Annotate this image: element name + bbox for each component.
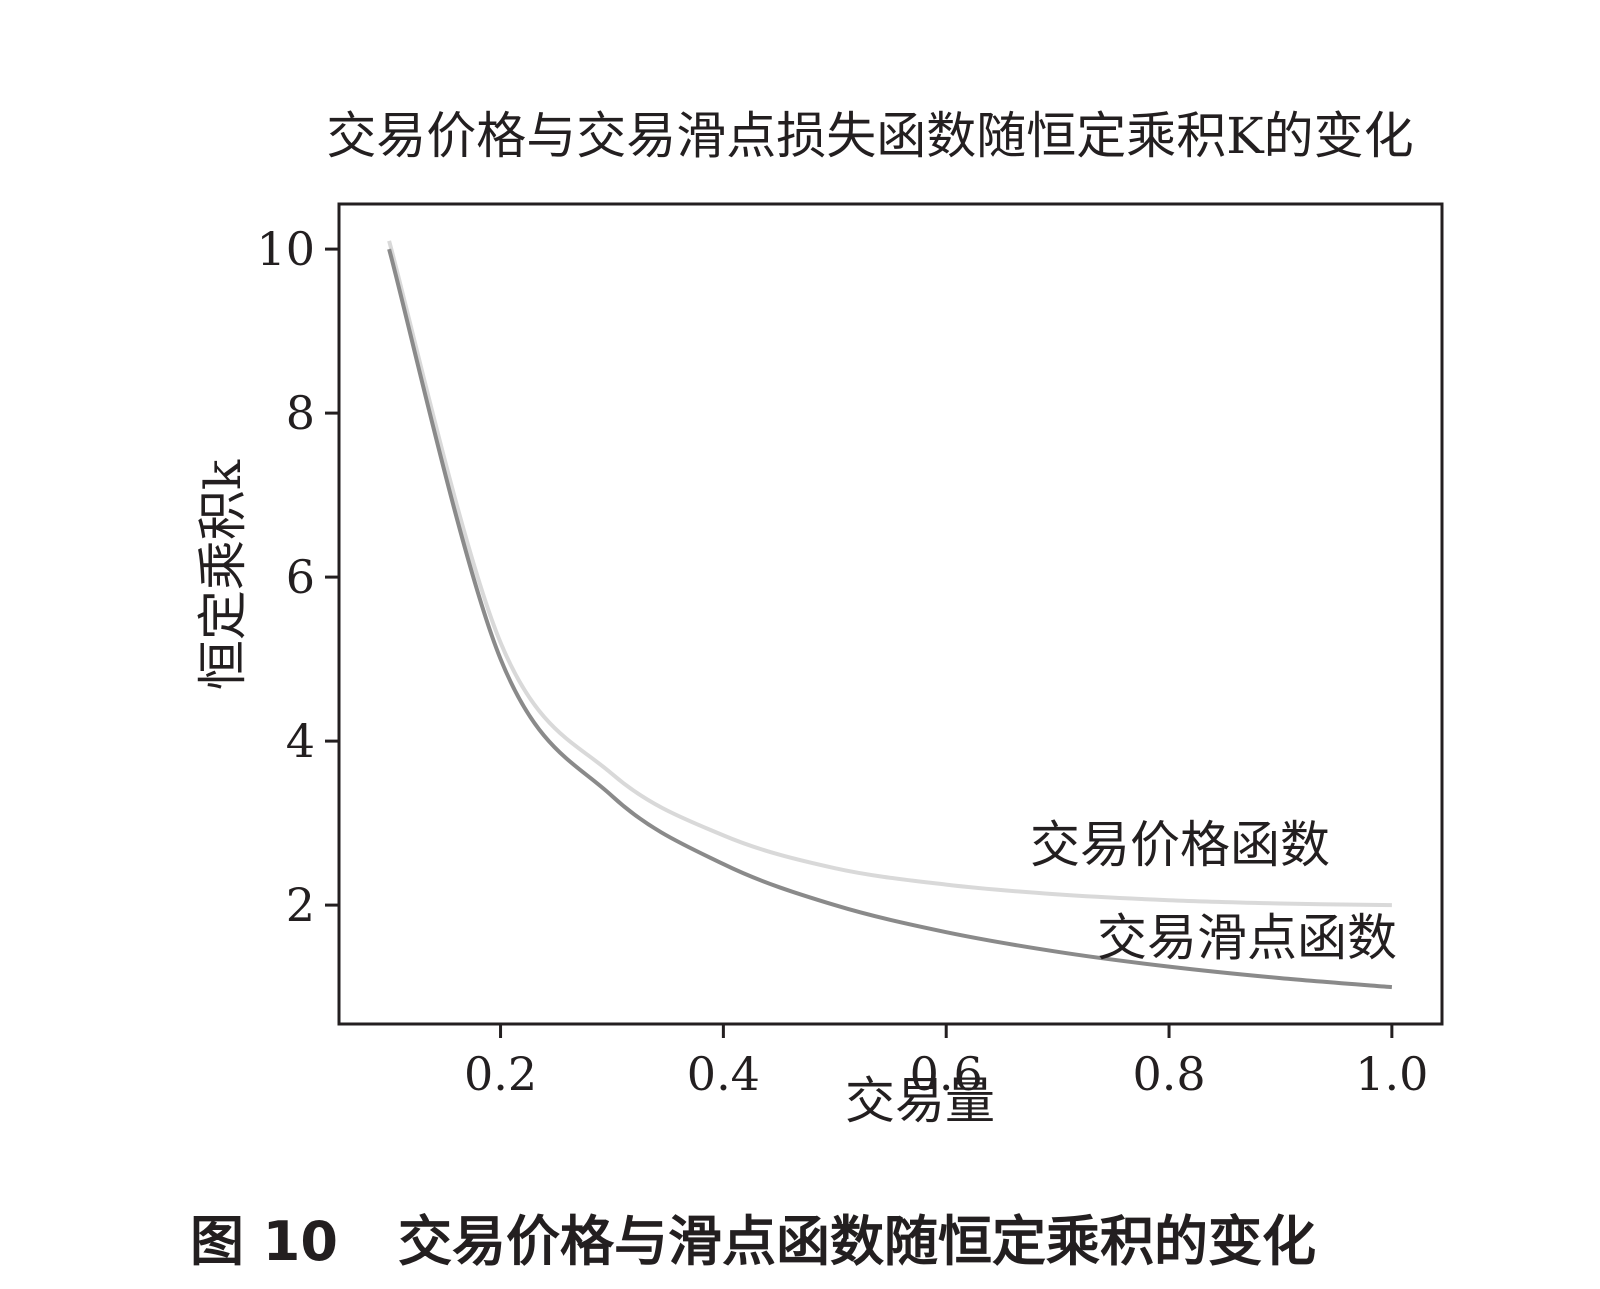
y-tick-label: 4 <box>286 714 315 768</box>
plot-area-frame <box>337 202 1444 1026</box>
caption-text: 交易价格与滑点函数随恒定乘积的变化 <box>398 1210 1316 1273</box>
figure-caption: 图 10 交易价格与滑点函数随恒定乘积的变化 <box>190 1210 1316 1273</box>
series-line <box>387 240 1392 908</box>
x-tick-label: 0.8 <box>1132 1047 1205 1101</box>
series-lines <box>387 240 1393 990</box>
x-tick-label: 0.2 <box>464 1047 537 1101</box>
x-axis: 0.2 0.4 0.6 0.8 1.0 <box>464 1024 1428 1101</box>
y-tick-label: 6 <box>286 550 315 604</box>
series-label: 交易价格函数 <box>1030 816 1330 874</box>
series-label: 交易滑点函数 <box>1097 909 1397 967</box>
y-axis-label: 恒定乘积k <box>194 459 252 690</box>
series-line <box>387 248 1393 990</box>
x-tick-label: 0.4 <box>687 1047 760 1101</box>
figure-number: 图 10 <box>190 1210 338 1273</box>
x-axis-label: 交易量 <box>845 1072 995 1130</box>
y-tick-label: 10 <box>256 222 315 276</box>
x-tick-label: 1.0 <box>1355 1047 1428 1101</box>
y-axis: 2 4 6 8 10 <box>256 222 339 932</box>
y-tick-label: 2 <box>286 878 315 932</box>
chart-title: 交易价格与交易滑点损失函数随恒定乘积K的变化 <box>326 107 1413 165</box>
x-tick-label: 0.6 <box>910 1047 983 1101</box>
y-tick-label: 8 <box>286 386 315 440</box>
